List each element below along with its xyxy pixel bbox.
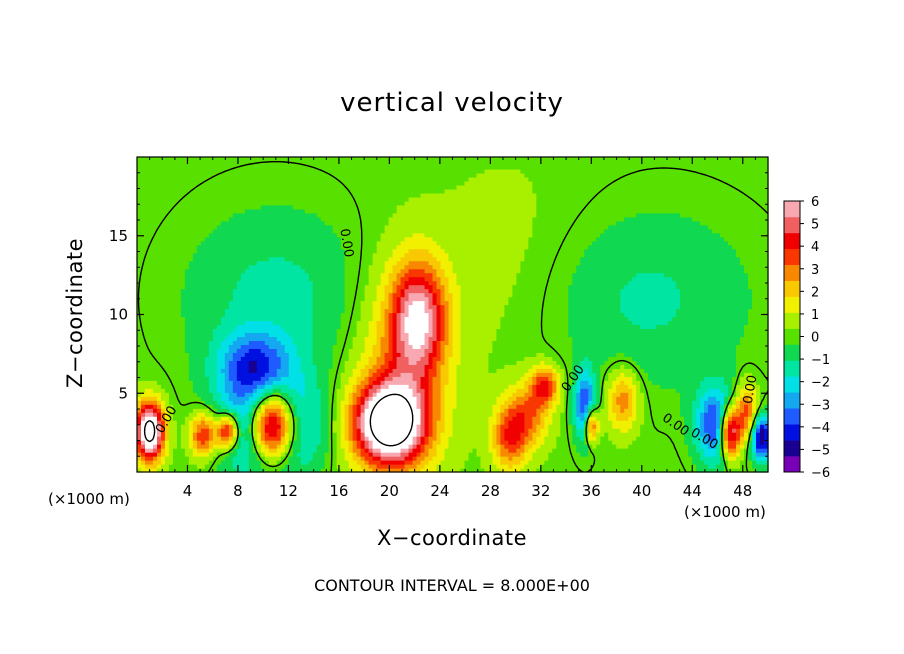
colorbar-swatch — [784, 281, 800, 297]
colorbar-tick-label: 5 — [811, 218, 819, 233]
x-tick-label: 36 — [582, 482, 601, 500]
chart-title: vertical velocity — [0, 88, 904, 118]
colorbar-tick-label: 4 — [811, 240, 819, 255]
y-axis-label: Z−coordinate — [63, 238, 87, 388]
y-tick-label: 15 — [109, 227, 128, 245]
colorbar-swatch — [784, 424, 800, 440]
colorbar-swatch — [784, 344, 800, 360]
x-tick-label: 28 — [481, 482, 500, 500]
x-tick-label: 20 — [380, 482, 399, 500]
colorbar-tick-label: −2 — [811, 376, 830, 391]
x-tick-label: 40 — [632, 482, 651, 500]
y-tick-label: 5 — [118, 384, 128, 402]
colorbar-swatch — [784, 408, 800, 424]
colorbar-tick-label: −1 — [811, 353, 830, 368]
x-tick-label: 4 — [183, 482, 193, 500]
colorbar-swatch — [784, 297, 800, 313]
colorbar-swatch — [784, 392, 800, 408]
colorbar-swatch — [784, 456, 800, 472]
colorbar-tick-label: −4 — [811, 421, 830, 436]
colorbar-tick-label: 3 — [811, 263, 819, 278]
colorbar-tick-label: 1 — [811, 308, 819, 323]
colorbar-swatch — [784, 233, 800, 249]
contour-interval-note: CONTOUR INTERVAL = 8.000E+00 — [0, 576, 904, 595]
x-tick-label: 8 — [233, 482, 243, 500]
colorbar-tick-label: −5 — [811, 443, 830, 458]
colorbar-swatch — [784, 313, 800, 329]
colorbar-swatch — [784, 249, 800, 265]
x-axis-label: X−coordinate — [0, 526, 904, 550]
colorbar-swatch — [784, 376, 800, 392]
colorbar-tick-label: 6 — [811, 195, 819, 210]
x-tick-label: 24 — [430, 482, 449, 500]
colorbar-swatch — [784, 265, 800, 281]
colorbar-swatch — [784, 217, 800, 233]
colorbar-tick-label: −6 — [811, 466, 830, 481]
colorbar-swatch — [784, 329, 800, 345]
colorbar-tick-label: −3 — [811, 398, 830, 413]
x-tick-label: 44 — [683, 482, 702, 500]
x-tick-label: 48 — [733, 482, 752, 500]
colorbar-swatch — [784, 360, 800, 376]
colorbar-swatch — [784, 440, 800, 456]
x-unit-label: (×1000 m) — [684, 503, 766, 521]
colorbar-swatch — [784, 201, 800, 217]
x-tick-label: 12 — [279, 482, 298, 500]
x-tick-label: 32 — [531, 482, 550, 500]
y-tick-label: 10 — [109, 306, 128, 324]
colorbar-tick-label: 2 — [811, 285, 819, 300]
colorbar-tick-label: 0 — [811, 331, 819, 346]
z-unit-label: (×1000 m) — [48, 490, 130, 508]
x-tick-label: 16 — [329, 482, 348, 500]
